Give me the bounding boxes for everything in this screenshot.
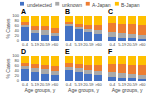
svg-text:0-4: 0-4	[66, 82, 73, 87]
svg-text:40: 40	[15, 68, 20, 73]
svg-text:>60: >60	[51, 42, 59, 47]
svg-text:D: D	[21, 48, 26, 55]
svg-text:>60: >60	[51, 82, 59, 87]
svg-text:20: 20	[15, 73, 20, 78]
svg-text:0-4: 0-4	[66, 42, 73, 47]
svg-text:20-59: 20-59	[83, 82, 94, 87]
svg-text:0-4: 0-4	[109, 42, 116, 47]
svg-text:5-19: 5-19	[75, 82, 84, 87]
svg-text:5-19: 5-19	[31, 42, 40, 47]
svg-text:F: F	[108, 48, 113, 55]
svg-text:100: 100	[12, 53, 19, 58]
svg-text:5-19: 5-19	[31, 82, 40, 87]
svg-text:20-59: 20-59	[127, 42, 138, 47]
svg-text:>60: >60	[95, 82, 103, 87]
svg-text:5-19: 5-19	[118, 82, 127, 87]
svg-text:% Cases: % Cases	[5, 58, 11, 79]
svg-text:C: C	[108, 8, 113, 15]
svg-text:undetected: undetected	[27, 2, 52, 8]
svg-text:% Cases: % Cases	[5, 18, 11, 39]
svg-text:20: 20	[15, 33, 20, 38]
svg-text:Age groups, y: Age groups, y	[24, 87, 55, 93]
svg-text:Age groups, y: Age groups, y	[112, 87, 143, 93]
svg-text:60: 60	[15, 23, 20, 28]
svg-text:20-59: 20-59	[127, 82, 138, 87]
svg-text:A: A	[21, 8, 26, 15]
svg-text:0-4: 0-4	[109, 82, 116, 87]
svg-text:40: 40	[15, 28, 20, 33]
svg-text:>60: >60	[95, 42, 103, 47]
svg-text:80: 80	[15, 18, 20, 23]
svg-text:E: E	[65, 48, 70, 55]
svg-text:>60: >60	[139, 42, 147, 47]
svg-text:20-59: 20-59	[40, 82, 51, 87]
svg-text:Age groups, y: Age groups, y	[68, 87, 99, 93]
svg-text:5-19: 5-19	[75, 42, 84, 47]
svg-text:20-59: 20-59	[40, 42, 51, 47]
svg-text:0: 0	[17, 78, 20, 83]
svg-text:0-4: 0-4	[22, 82, 29, 87]
svg-text:B-Japan: B-Japan	[121, 2, 140, 8]
svg-text:>60: >60	[139, 82, 147, 87]
svg-text:20-59: 20-59	[83, 42, 94, 47]
svg-text:0-4: 0-4	[22, 42, 29, 47]
svg-text:60: 60	[15, 63, 20, 68]
svg-text:100: 100	[12, 13, 19, 18]
svg-text:B: B	[65, 8, 70, 15]
svg-text:5-19: 5-19	[118, 42, 127, 47]
svg-text:unknown: unknown	[62, 2, 82, 8]
svg-text:80: 80	[15, 58, 20, 63]
svg-text:0: 0	[17, 38, 20, 43]
svg-text:A-Japan: A-Japan	[92, 2, 111, 8]
